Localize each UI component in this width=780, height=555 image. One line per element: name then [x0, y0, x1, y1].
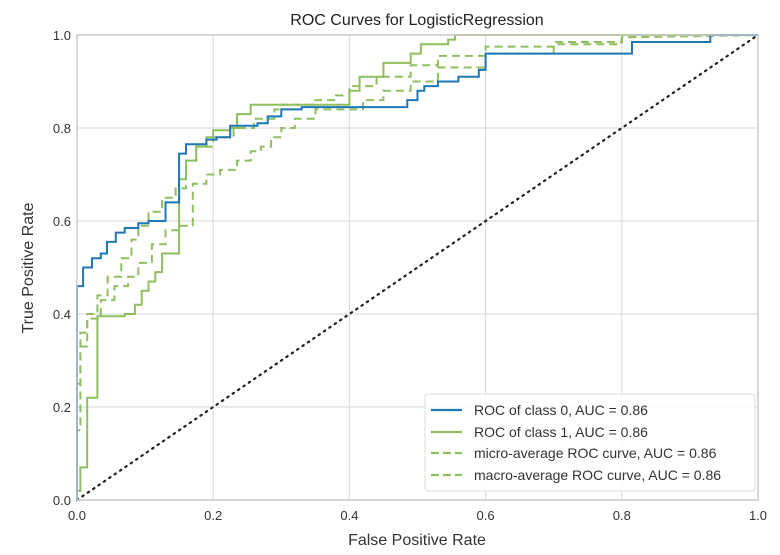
- x-tick-label: 0.6: [477, 508, 495, 523]
- legend-box: [424, 393, 756, 492]
- y-tick-label: 0.8: [53, 121, 71, 136]
- legend-item-micro-average: micro-average ROC curve, AUC = 0.86: [431, 445, 717, 461]
- legend-item-class-0: ROC of class 0, AUC = 0.86: [431, 402, 648, 418]
- series-group: [76, 34, 759, 500]
- y-tick-label: 0.4: [53, 307, 71, 322]
- macro-average-roc-curve: [76, 34, 759, 500]
- chart-title: ROC Curves for LogisticRegression: [290, 12, 543, 29]
- legend: ROC of class 0, AUC = 0.86 ROC of class …: [424, 393, 756, 492]
- x-tick-label: 1.0: [749, 508, 767, 523]
- x-tick-label: 0.8: [613, 508, 631, 523]
- legend-label-class-0: ROC of class 0, AUC = 0.86: [474, 402, 648, 418]
- y-tick-label: 0.6: [53, 214, 71, 229]
- x-tick-label: 0.4: [340, 508, 358, 523]
- roc-curve-class-1: [76, 34, 758, 500]
- roc-curve-class-0: [76, 34, 758, 500]
- legend-item-macro-average: macro-average ROC curve, AUC = 0.86: [431, 467, 721, 483]
- legend-item-class-1: ROC of class 1, AUC = 0.86: [431, 424, 648, 440]
- plot-frame: [76, 34, 759, 501]
- y-tick-label: 0.0: [53, 493, 71, 508]
- y-axis-title: True Positive Rate: [20, 202, 37, 333]
- legend-label-micro-average: micro-average ROC curve, AUC = 0.86: [474, 445, 717, 461]
- x-tick-label: 0.0: [68, 508, 86, 523]
- chance-reference-line: [75, 33, 760, 502]
- y-tick-labels: 0.0 0.2 0.4 0.6 0.8 1.0: [53, 28, 71, 508]
- x-axis-title: False Positive Rate: [348, 532, 486, 549]
- y-tick-label: 0.2: [53, 400, 71, 415]
- legend-label-macro-average: macro-average ROC curve, AUC = 0.86: [474, 467, 721, 483]
- chance-reference-line-group: [75, 33, 760, 502]
- legend-label-class-1: ROC of class 1, AUC = 0.86: [474, 424, 648, 440]
- x-tick-labels: 0.0 0.2 0.4 0.6 0.8 1.0: [68, 508, 767, 523]
- x-tick-label: 0.2: [204, 508, 222, 523]
- y-tick-label: 1.0: [53, 28, 71, 43]
